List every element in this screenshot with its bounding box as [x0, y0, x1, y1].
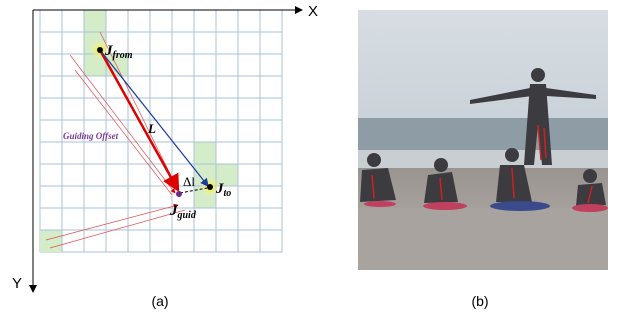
length-label: L — [147, 121, 156, 136]
shape — [367, 153, 381, 167]
shape: guid — [177, 210, 197, 221]
photo — [358, 10, 608, 270]
shape — [434, 158, 448, 172]
caption-b: (b) — [471, 293, 488, 309]
shape — [572, 204, 608, 212]
y-axis-label: Y — [12, 275, 22, 292]
shape — [358, 208, 608, 270]
shape — [358, 150, 608, 170]
shape — [490, 201, 550, 211]
shape — [364, 201, 396, 207]
x-axis-label: X — [308, 3, 318, 20]
joint-to — [207, 184, 213, 190]
shape: to — [224, 188, 232, 199]
shape — [531, 68, 545, 82]
guiding-offset-label: Guiding Offset — [63, 131, 119, 141]
shape — [423, 202, 467, 210]
shape — [583, 169, 597, 183]
shape — [84, 10, 106, 32]
shape — [576, 183, 606, 206]
joint-from — [97, 47, 103, 53]
delta-l-label: Δl — [183, 174, 195, 189]
figure-canvas: X Y Jfrom L Guiding Offset Δl Jto Jguid … — [0, 0, 621, 317]
shape — [194, 142, 216, 164]
caption-a: (a) — [151, 293, 168, 309]
joint-guid — [176, 191, 182, 197]
figure: X Y Jfrom L Guiding Offset Δl Jto Jguid … — [0, 0, 621, 317]
shape: from — [113, 50, 133, 61]
shape — [505, 148, 519, 162]
shape — [40, 230, 62, 252]
